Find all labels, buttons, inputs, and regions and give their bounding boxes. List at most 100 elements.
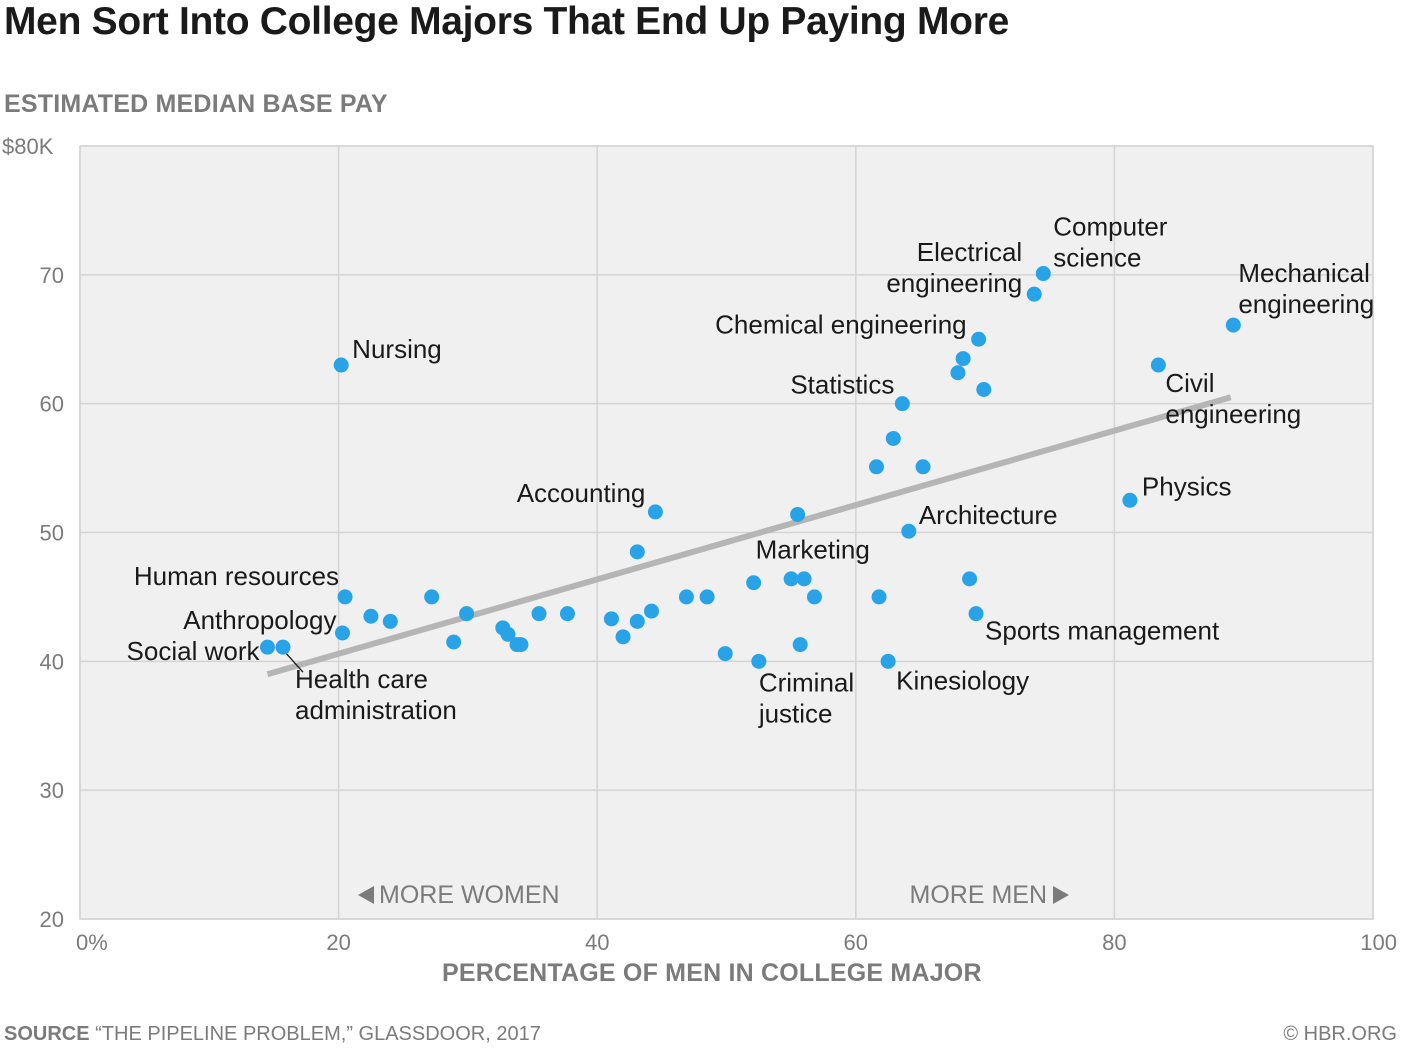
data-point: [275, 639, 291, 655]
data-point: [962, 571, 978, 587]
x-tick-label: 40: [585, 930, 609, 955]
point-label: Criminal justice: [758, 667, 854, 728]
data-point: [559, 606, 575, 622]
data-point: [333, 357, 349, 373]
point-label: Chemical engineering: [715, 309, 966, 339]
data-point: [915, 459, 931, 475]
y-tick-label: 60: [40, 392, 64, 417]
data-point: [603, 611, 619, 627]
trend-line: [266, 394, 1232, 678]
point-label: Physics: [1142, 471, 1232, 501]
data-point: [868, 459, 884, 475]
x-tick-label: 20: [326, 930, 350, 955]
point-label: Health care administration: [295, 664, 457, 725]
data-point: [382, 613, 398, 629]
data-point: [424, 589, 440, 605]
data-point: [790, 506, 806, 522]
data-point: [806, 589, 822, 605]
data-point: [337, 589, 353, 605]
data-point: [459, 606, 475, 622]
data-point: [334, 625, 350, 641]
y-tick-label: 70: [40, 263, 64, 288]
data-point: [783, 571, 799, 587]
data-point: [968, 606, 984, 622]
data-point: [629, 613, 645, 629]
leader-line: [285, 652, 304, 673]
y-tick-label: 30: [40, 778, 64, 803]
data-point: [699, 589, 715, 605]
data-point: [901, 523, 917, 539]
point-label: Anthropology: [183, 605, 336, 635]
data-point: [880, 653, 896, 669]
point-label: Civil engineering: [1165, 368, 1301, 429]
source-text: “THE PIPELINE PROBLEM,” GLASSDOOR, 2017: [95, 1023, 541, 1045]
point-label: Kinesiology: [896, 665, 1029, 695]
data-point: [1150, 357, 1166, 373]
data-point: [644, 603, 660, 619]
more-women-annotation: MORE WOMEN: [379, 881, 560, 909]
data-point: [1026, 286, 1042, 302]
data-point: [629, 544, 645, 560]
point-label: Human resources: [134, 561, 339, 591]
arrow-left-icon: [358, 886, 374, 904]
data-point: [1122, 492, 1138, 508]
data-point: [500, 626, 516, 642]
leader-lines: [285, 652, 304, 673]
grid-lines: [79, 145, 1374, 920]
credit-note: © HBR.ORG: [1283, 1023, 1397, 1045]
data-point: [751, 653, 767, 669]
data-point: [678, 589, 694, 605]
y-tick-label: 50: [40, 521, 64, 546]
x-tick-label: 60: [844, 930, 868, 955]
point-label: Architecture: [919, 500, 1058, 530]
x-tick-label: 80: [1102, 930, 1126, 955]
data-point: [717, 646, 733, 662]
x-tick-label: 100: [1360, 930, 1397, 955]
data-point: [792, 637, 808, 653]
data-point: [955, 351, 971, 367]
point-label: Electrical engineering: [886, 237, 1022, 298]
source-note: SOURCE “THE PIPELINE PROBLEM,” GLASSDOOR…: [4, 1023, 541, 1046]
data-point: [894, 396, 910, 412]
x-tick-labels: 0% 20 40 60 80 100: [76, 930, 1397, 955]
data-point: [950, 365, 966, 381]
data-point: [746, 575, 762, 591]
point-label: Computer science: [1053, 212, 1167, 273]
y-tick-label: 40: [40, 649, 64, 674]
data-point: [259, 639, 275, 655]
data-point: [885, 430, 901, 446]
data-point: [1225, 317, 1241, 333]
data-point: [446, 634, 462, 650]
direction-annotations: MORE WOMEN MORE MEN: [358, 881, 1069, 909]
x-axis-label: PERCENTAGE OF MEN IN COLLEGE MAJOR: [442, 959, 982, 987]
y-tick-labels: 20 30 40 50 60 70 $80K: [2, 134, 64, 932]
data-point: [1035, 266, 1051, 282]
more-men-annotation: MORE MEN: [910, 881, 1048, 909]
source-label: SOURCE: [4, 1023, 90, 1045]
data-point: [796, 571, 812, 587]
data-point: [871, 589, 887, 605]
y-tick-label: 20: [40, 907, 64, 932]
point-label: Marketing: [756, 535, 870, 565]
point-label: Mechanical engineering: [1238, 258, 1374, 319]
x-tick-label: 0%: [76, 930, 108, 955]
data-point: [971, 331, 987, 347]
arrow-right-icon: [1053, 886, 1069, 904]
point-labels: Social work Health care administration Nurs…: [127, 212, 1375, 729]
y-tick-label: $80K: [2, 134, 54, 159]
point-label: Sports management: [985, 616, 1220, 646]
data-point: [513, 637, 529, 653]
point-label: Accounting: [517, 478, 646, 508]
y-axis-label: ESTIMATED MEDIAN BASE PAY: [4, 90, 388, 118]
data-points: [259, 266, 1241, 669]
data-point: [647, 504, 663, 520]
data-point: [531, 606, 547, 622]
chart-title: Men Sort Into College Majors That End Up…: [4, 0, 1009, 43]
point-label: Nursing: [352, 334, 442, 364]
data-point: [615, 629, 631, 645]
data-point: [363, 608, 379, 624]
point-label: Social work: [127, 636, 261, 666]
point-label: Statistics: [790, 370, 894, 400]
data-point: [976, 381, 992, 397]
